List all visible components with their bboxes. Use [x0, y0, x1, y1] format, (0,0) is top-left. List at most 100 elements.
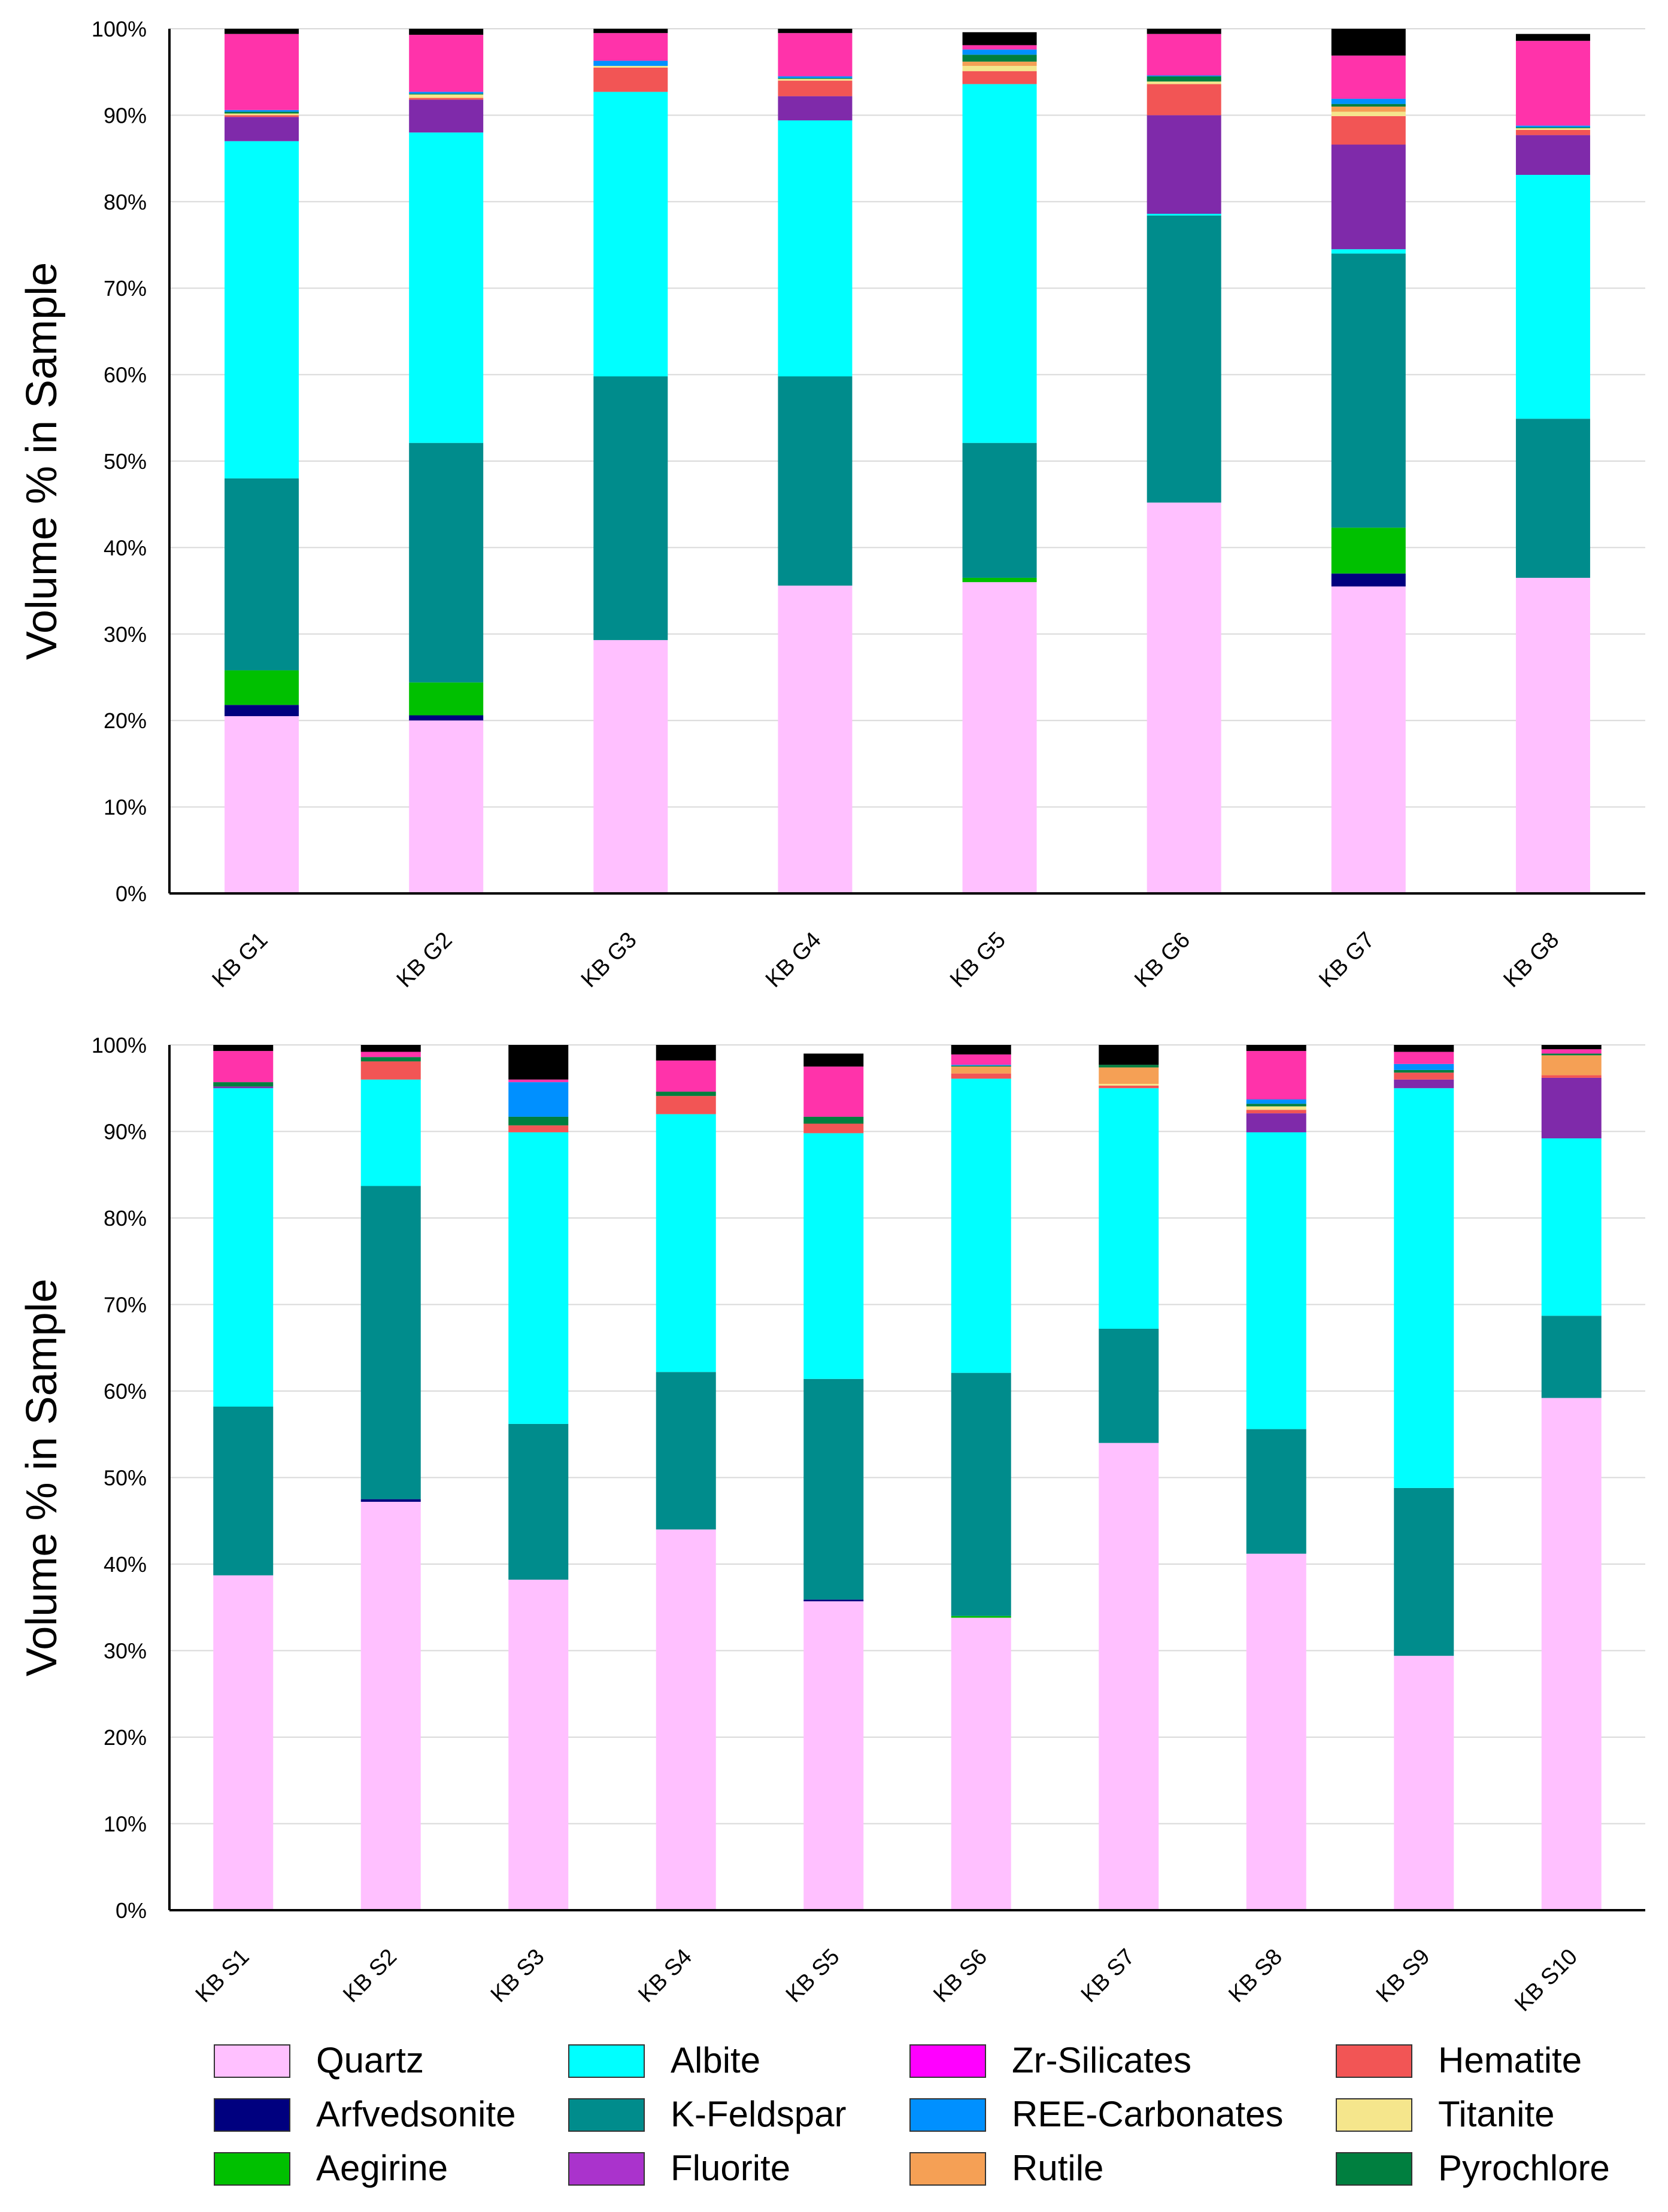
bar-segment-albite — [225, 141, 299, 478]
legend-label: Arfvedsonite — [316, 2094, 516, 2134]
bar-segment-hematite — [656, 1096, 716, 1114]
bar-segment-rutile — [962, 61, 1037, 66]
bar-segment-other — [962, 32, 1037, 46]
x-tick-label: KB S7 — [1076, 1944, 1140, 2008]
x-tick-label: KB S1 — [191, 1944, 254, 2008]
bar-segment-ree-carbonates — [962, 49, 1037, 55]
y-tick-label: 100% — [92, 1033, 147, 1057]
bar-segment-pyrochlore — [1147, 76, 1221, 82]
y-tick-label: 20% — [104, 1725, 147, 1750]
bar-segment-rutile — [1099, 1067, 1159, 1084]
bar-segment-fluorite — [1147, 115, 1221, 214]
bar-segment-pyrochlore — [1331, 104, 1406, 107]
bar-segment-ree-carbonates — [593, 60, 668, 66]
bar-segment-arfvedsonite — [360, 1499, 421, 1502]
bar-segment-ree-carbonates — [1147, 75, 1221, 77]
legend-label: REE-Carbonates — [1012, 2094, 1284, 2134]
bar-segment-fluorite — [409, 99, 484, 133]
y-tick-label: 70% — [104, 1293, 147, 1317]
bar-segment-fluorite — [1394, 1079, 1454, 1089]
bar-segment-hematite — [803, 1123, 864, 1134]
bar-segment-pyrochlore — [1394, 1069, 1454, 1073]
bar-segment-hematite — [360, 1061, 421, 1080]
bar-segment-titanite — [778, 78, 853, 81]
bar-segment-k-feldspar — [1541, 1316, 1602, 1398]
bar-segment-fluorite — [1515, 135, 1590, 175]
x-tick-label: KB G1 — [208, 928, 273, 993]
bar-segment-albite — [213, 1088, 274, 1407]
bar-segment-ree-carbonates — [1246, 1099, 1306, 1104]
bar-segment-arfvedsonite — [409, 715, 484, 721]
bar-segment-hematite — [1515, 129, 1590, 135]
bar-segment-rutile — [1541, 1055, 1602, 1075]
x-tick-label: KB G8 — [1499, 928, 1564, 993]
bar-segment-quartz — [1331, 586, 1406, 893]
bar-segment-fluorite — [778, 96, 853, 121]
bar-segment-pyrochlore — [360, 1057, 421, 1062]
bar-segment-k-feldspar — [409, 443, 484, 683]
bar-segment-titanite — [1147, 81, 1221, 84]
bar-segment-other — [1331, 29, 1406, 56]
y-tick-label: 60% — [104, 1379, 147, 1404]
bar-segment-titanite — [409, 94, 484, 98]
bar-segment-albite — [1331, 249, 1406, 254]
bar-segment-albite — [593, 92, 668, 377]
bar-segment-quartz — [1541, 1398, 1602, 1910]
bar-segment-hematite — [778, 80, 853, 96]
legend-swatch — [214, 2098, 290, 2132]
legend-label: Aegirine — [316, 2148, 448, 2188]
bar-segment-albite — [1394, 1088, 1454, 1488]
y-tick-label: 40% — [104, 1552, 147, 1577]
bar-segment-arfvedsonite — [225, 705, 299, 716]
legend-swatch — [1336, 2152, 1412, 2186]
bar-segment-quartz — [593, 640, 668, 893]
y-tick-label: 50% — [104, 449, 147, 474]
bar-segment-other — [803, 1053, 864, 1067]
legend-label: Zr-Silicates — [1012, 2040, 1191, 2080]
bar-segment-zr-silicates — [1147, 34, 1221, 75]
bar-segment-quartz — [360, 1501, 421, 1910]
y-tick-label: 100% — [92, 17, 147, 41]
bar-segment-k-feldspar — [1515, 419, 1590, 578]
bar-segment-zr-silicates — [656, 1060, 716, 1092]
bar-segment-pyrochlore — [1541, 1053, 1602, 1056]
bar-segment-albite — [1541, 1138, 1602, 1316]
bar-segment-other — [409, 29, 484, 35]
bar-segment-arfvedsonite — [1331, 573, 1406, 587]
bar-segment-ree-carbonates — [508, 1082, 569, 1117]
x-tick-label: KB G7 — [1314, 928, 1379, 993]
legend-swatch — [1336, 2044, 1412, 2078]
bar-segment-k-feldspar — [508, 1423, 569, 1580]
bar-segment-other — [593, 29, 668, 34]
chart-bottom: 0% 10% 20% 30% 40% 50% 60% 70% 80% 90% 100% Volume … — [18, 1033, 1645, 2016]
y-tick-label: 80% — [104, 1206, 147, 1231]
bar-segment-aegirine — [962, 577, 1037, 583]
bar-segment-hematite — [1331, 116, 1406, 145]
bar-segment-fluorite — [213, 1086, 274, 1089]
legend-swatch — [909, 2044, 986, 2078]
legend-swatch — [568, 2098, 645, 2132]
bar-segment-pyrochlore — [225, 111, 299, 114]
bar-segment-k-feldspar — [213, 1407, 274, 1575]
bar-segment-other — [1394, 1045, 1454, 1052]
legend-swatch — [568, 2044, 645, 2078]
bar-segment-aegirine — [409, 682, 484, 716]
bar-segment-quartz — [656, 1529, 716, 1910]
legend-swatch — [909, 2152, 986, 2186]
bar-segment-quartz — [409, 720, 484, 893]
bar-segment-zr-silicates — [778, 33, 853, 77]
x-tick-label: KB S5 — [781, 1944, 845, 2008]
legend-label: Pyrochlore — [1438, 2148, 1610, 2188]
bar-segment-other — [1515, 34, 1590, 41]
y-tick-label: 10% — [104, 1812, 147, 1837]
bar-segment-albite — [962, 84, 1037, 443]
bar-segment-albite — [778, 120, 853, 377]
bar-segment-albite — [1147, 214, 1221, 216]
bar-segment-aegirine — [1331, 528, 1406, 574]
bar-segment-fluorite — [1331, 144, 1406, 250]
bar-segment-quartz — [508, 1580, 569, 1910]
bar-segment-k-feldspar — [225, 478, 299, 671]
y-tick-label: 90% — [104, 1120, 147, 1144]
bar-segment-other — [778, 29, 853, 34]
